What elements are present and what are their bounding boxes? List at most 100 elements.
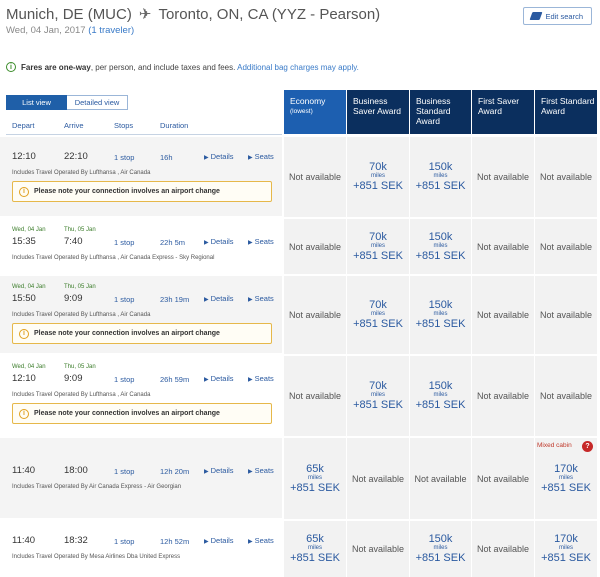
seats-label: Seats [254,294,274,303]
col-depart[interactable]: Depart [12,121,35,130]
fare-cell-unavailable: Not available [472,521,534,577]
fare-cell[interactable]: 150k miles +851 SEK [410,137,471,217]
fare-cell-unavailable: Not available [472,137,534,217]
col-arrive[interactable]: Arrive [64,121,84,130]
details-link[interactable]: ▶ Details [204,374,234,383]
edit-search-button[interactable]: Edit search [523,7,592,25]
fare-cell[interactable]: 150k miles +851 SEK [410,521,471,577]
help-icon[interactable]: ? [582,441,593,452]
depart-date: Wed, 04 Jan [12,364,46,370]
bag-charges-link[interactable]: Additional bag charges may apply. [237,62,359,72]
flight-row[interactable] [0,137,282,217]
col-duration[interactable]: Duration [160,121,189,130]
fare-tax: +851 SEK [290,552,340,564]
fare-header-0[interactable]: Economy (lowest) [284,90,346,134]
fare-cell-unavailable: Not available [472,219,534,274]
not-available: Not available [539,310,593,320]
fare-miles: 150k [428,380,453,392]
depart-date: Wed, 04 Jan [12,227,46,233]
fare-cell-unavailable: Not available [284,137,346,217]
fare-cell[interactable]: 70k miles +851 SEK [347,137,409,217]
seats-link[interactable]: ▶ Seats [248,374,274,383]
seats-link[interactable]: ▶ Seats [248,237,274,246]
fare-tax: +851 SEK [415,552,466,564]
depart-time: 15:35 [12,236,36,247]
header-divider [6,134,282,135]
stops-link[interactable]: 1 stop [114,295,135,304]
fare-cell[interactable]: 65k miles +851 SEK [284,438,346,519]
col-stops[interactable]: Stops [114,121,134,130]
fare-tax: +851 SEK [353,180,403,192]
fare-cell[interactable]: 70k miles +851 SEK [347,356,409,436]
fare-tax: +851 SEK [353,318,403,330]
details-link[interactable]: ▶ Details [204,294,234,303]
warning-text: Please note your connection involves an … [34,330,220,337]
fare-header-2[interactable]: Business Standard Award [410,90,471,134]
details-label: Details [210,294,234,303]
stops-link[interactable]: 1 stop [114,238,135,247]
stops-link[interactable]: 1 stop [114,466,135,476]
traveler-count[interactable]: (1 traveler) [88,25,135,36]
flight-row[interactable] [0,219,282,274]
flight-row[interactable] [0,438,282,519]
fare-cell[interactable]: 150k miles +851 SEK [410,276,471,354]
duration: 26h 59m [160,375,190,384]
not-available: Not available [351,544,405,554]
miles-unit: miles [307,474,322,481]
triangle-right-icon: ▶ [248,468,253,475]
fare-cell-unavailable: Not available [347,438,409,519]
miles-unit: miles [370,242,385,249]
details-label: Details [210,237,234,246]
fare-tax: +851 SEK [353,249,403,262]
seats-link[interactable]: ▶ Seats [248,294,274,303]
fare-header-1[interactable]: Business Saver Award [347,90,409,134]
miles-unit: miles [558,474,573,481]
arrive-time: 9:09 [64,373,83,384]
duration: 22h 5m [160,238,186,247]
fare-header-3[interactable]: First Saver Award [472,90,534,134]
details-link[interactable]: ▶ Details [204,152,234,161]
fare-cell[interactable]: 65k miles +851 SEK [284,521,346,577]
triangle-right-icon: ▶ [204,240,209,246]
flight-row[interactable] [0,521,282,577]
fare-cell-unavailable: Not available [535,356,597,436]
fare-cell[interactable]: 70k miles +851 SEK [347,219,409,274]
fare-miles: 150k [428,230,453,243]
seats-link[interactable]: ▶ Seats [248,152,274,161]
details-label: Details [210,536,234,545]
triangle-right-icon: ▶ [248,539,253,545]
miles-unit: miles [433,242,448,249]
airport-change-warning: i Please note your connection involves an… [12,323,272,344]
not-available: Not available [539,391,593,401]
stops-link[interactable]: 1 stop [114,537,135,546]
tab-detailed-view[interactable]: Detailed view [67,95,128,110]
fare-header-4[interactable]: First Standard Award [535,90,597,134]
seats-label: Seats [254,536,274,545]
fare-cell-unavailable: Not available [284,276,346,354]
fare-cell[interactable]: 70k miles +851 SEK [347,276,409,354]
fare-cell[interactable]: 170k miles +851 SEK [535,521,597,577]
operated-by: Includes Travel Operated By Lufthansa , … [12,312,151,318]
arrive-time: 22:10 [64,151,88,162]
fare-miles: 70k [369,230,387,243]
stops-link[interactable]: 1 stop [114,153,135,162]
airport-change-warning: i Please note your connection involves an… [12,181,272,202]
details-link[interactable]: ▶ Details [204,466,234,475]
fare-tax: +851 SEK [541,552,591,564]
details-link[interactable]: ▶ Details [204,237,234,246]
tab-list-view[interactable]: List view [6,95,67,110]
route-title: Munich, DE (MUC) ✈ Toronto, ON, CA (YYZ … [6,5,380,24]
miles-unit: miles [370,311,385,317]
details-link[interactable]: ▶ Details [204,536,234,545]
fare-tax: +851 SEK [541,481,591,494]
fare-cell[interactable]: 150k miles +851 SEK [410,219,471,274]
fare-cell[interactable]: 150k miles +851 SEK [410,356,471,436]
fare-miles: 150k [428,299,453,311]
stops-link[interactable]: 1 stop [114,375,135,384]
fare-tax: +851 SEK [415,180,466,192]
seats-link[interactable]: ▶ Seats [248,536,274,545]
pencil-icon [530,12,543,20]
fare-header-title: First Saver Award [478,96,520,116]
seats-link[interactable]: ▶ Seats [248,466,274,475]
depart-time: 12:10 [12,373,36,384]
